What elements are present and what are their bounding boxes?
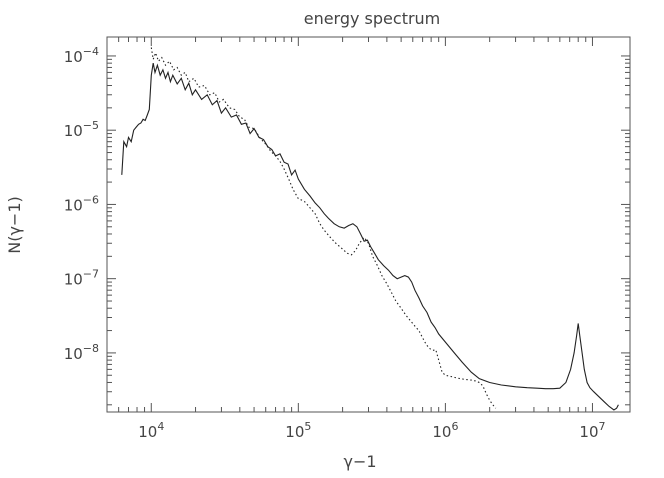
y-axis-label: N(γ−1) xyxy=(5,196,24,254)
chart-title: energy spectrum xyxy=(304,9,441,28)
x-tick-label: 106 xyxy=(432,420,458,441)
plot-frame xyxy=(106,36,631,413)
x-axis-label: γ−1 xyxy=(343,452,376,471)
series-dotted-line xyxy=(150,47,497,409)
x-tick-label: 107 xyxy=(579,420,605,441)
y-tick-label: 10−4 xyxy=(64,45,99,66)
x-tick-label: 105 xyxy=(285,420,311,441)
y-tick-label: 10−7 xyxy=(64,268,99,289)
series-layer xyxy=(121,47,619,411)
axis-ticks xyxy=(106,37,630,412)
y-tick-label: 10−6 xyxy=(64,193,99,214)
y-tick-label: 10−8 xyxy=(64,342,99,363)
x-tick-label: 104 xyxy=(138,420,164,441)
axis-tick-labels: 104 105 106 107 10−4 10−5 10−6 10−7 10−8 xyxy=(64,45,606,441)
y-tick-label: 10−5 xyxy=(64,119,99,140)
series-solid-line xyxy=(121,62,619,411)
